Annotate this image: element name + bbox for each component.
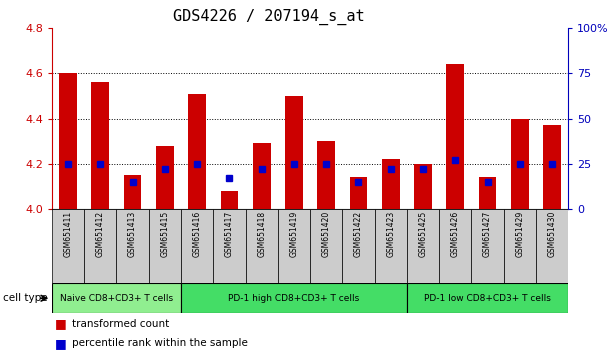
Text: PD-1 low CD8+CD3+ T cells: PD-1 low CD8+CD3+ T cells — [424, 294, 551, 303]
Bar — [317, 141, 335, 209]
Bar — [246, 209, 278, 283]
Bar — [253, 143, 271, 209]
Bar — [52, 283, 181, 313]
Bar — [84, 209, 117, 283]
Bar — [342, 209, 375, 283]
Text: cell type: cell type — [3, 293, 48, 303]
Bar — [310, 209, 342, 283]
Bar — [447, 64, 464, 209]
Bar — [181, 283, 407, 313]
Text: GSM651429: GSM651429 — [515, 211, 524, 257]
Bar — [414, 164, 432, 209]
Text: GSM651426: GSM651426 — [451, 211, 460, 257]
Text: GSM651422: GSM651422 — [354, 211, 363, 257]
Bar — [59, 74, 77, 209]
Bar — [407, 209, 439, 283]
Text: GSM651413: GSM651413 — [128, 211, 137, 257]
Bar — [439, 209, 472, 283]
Bar — [92, 82, 109, 209]
Bar — [148, 209, 181, 283]
Text: GSM651425: GSM651425 — [419, 211, 428, 257]
Bar — [117, 209, 148, 283]
Text: GSM651427: GSM651427 — [483, 211, 492, 257]
Bar — [511, 119, 529, 209]
Text: GSM651415: GSM651415 — [160, 211, 169, 257]
Bar — [124, 175, 142, 209]
Text: GSM651416: GSM651416 — [192, 211, 202, 257]
Text: GSM651418: GSM651418 — [257, 211, 266, 257]
Bar — [278, 209, 310, 283]
Text: GSM651411: GSM651411 — [64, 211, 73, 257]
Text: GSM651423: GSM651423 — [386, 211, 395, 257]
Text: GDS4226 / 207194_s_at: GDS4226 / 207194_s_at — [173, 9, 365, 25]
Text: Naive CD8+CD3+ T cells: Naive CD8+CD3+ T cells — [60, 294, 173, 303]
Text: GSM651420: GSM651420 — [322, 211, 331, 257]
Text: PD-1 high CD8+CD3+ T cells: PD-1 high CD8+CD3+ T cells — [229, 294, 359, 303]
Bar — [382, 159, 400, 209]
Bar — [181, 209, 213, 283]
Bar — [407, 283, 568, 313]
Text: percentile rank within the sample: percentile rank within the sample — [72, 338, 248, 348]
Text: ■: ■ — [55, 337, 67, 350]
Text: GSM651412: GSM651412 — [96, 211, 105, 257]
Text: GSM651417: GSM651417 — [225, 211, 234, 257]
Bar — [221, 191, 238, 209]
Bar — [156, 145, 174, 209]
Bar — [188, 94, 206, 209]
Text: GSM651430: GSM651430 — [547, 211, 557, 257]
Text: ■: ■ — [55, 318, 67, 330]
Bar — [375, 209, 407, 283]
Bar — [52, 209, 84, 283]
Bar — [213, 209, 246, 283]
Bar — [349, 177, 367, 209]
Bar — [472, 209, 503, 283]
Bar — [543, 125, 561, 209]
Text: GSM651419: GSM651419 — [290, 211, 298, 257]
Bar — [478, 177, 496, 209]
Bar — [503, 209, 536, 283]
Bar — [285, 96, 303, 209]
Text: transformed count: transformed count — [72, 319, 169, 329]
Bar — [536, 209, 568, 283]
